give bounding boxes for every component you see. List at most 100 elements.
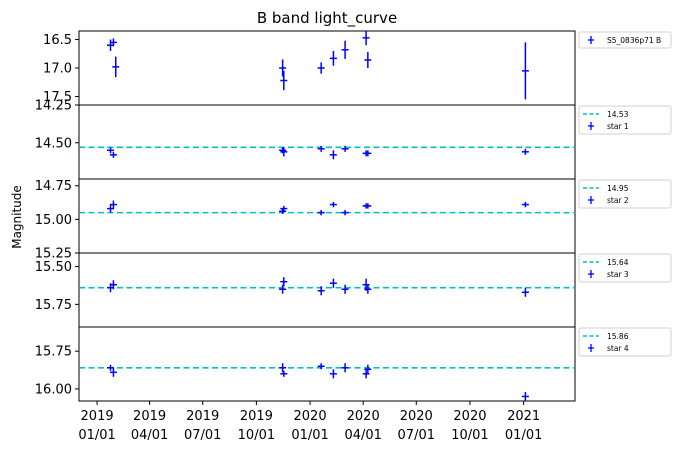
x-tick-label-date: 10/01 <box>451 428 488 443</box>
x-tick-label-date: 10/01 <box>238 428 275 443</box>
panels-group: 16.5 17.0 17.5 S5_0836p71 B 14.25 14.50 14.53 s… <box>35 30 672 402</box>
data-point <box>364 364 372 374</box>
legend-series-label: star 3 <box>607 270 629 279</box>
legend-reference-label: 15.86 <box>607 332 629 341</box>
data-point <box>329 50 337 66</box>
legend-box <box>578 105 672 135</box>
legend-reference-label: 14.53 <box>607 110 629 119</box>
y-tick-label: 17.5 <box>43 90 72 105</box>
data-point <box>521 391 529 401</box>
legend-box <box>578 31 672 49</box>
x-tick-label-date: 07/01 <box>184 428 221 443</box>
data-point <box>341 363 349 373</box>
panel-1: 16.5 17.0 17.5 S5_0836p71 B <box>43 30 672 106</box>
data-point <box>279 363 287 373</box>
panel-2: 14.25 14.50 14.53 star 1 <box>35 99 672 180</box>
data-point <box>280 277 288 287</box>
data-point <box>521 287 529 297</box>
x-tick-label-year: 2020 <box>294 409 327 424</box>
panel-5: 15.75 16.00 15.86 star 4 <box>35 326 672 402</box>
data-point <box>317 286 325 296</box>
panel-frame <box>78 178 576 254</box>
data-point <box>109 151 117 158</box>
data-point <box>341 40 349 59</box>
data-point <box>317 209 325 216</box>
x-tick-label-year: 2019 <box>240 409 273 424</box>
y-tick-label: 15.75 <box>35 345 72 360</box>
data-point <box>364 150 372 157</box>
x-tick-label-date: 07/01 <box>398 428 435 443</box>
data-point <box>109 38 117 47</box>
panel-3: 14.75 15.00 15.25 14.95 star 2 <box>35 178 672 262</box>
legend-panel-4: 15.64 star 3 <box>578 253 672 283</box>
legend-reference-label: 15.64 <box>607 258 629 267</box>
legend-series-label: star 1 <box>607 122 629 131</box>
data-point <box>112 56 120 78</box>
y-tick-label: 16.00 <box>35 382 72 397</box>
data-point <box>521 201 529 208</box>
data-point <box>341 209 349 216</box>
data-point <box>329 369 337 379</box>
data-point <box>329 150 337 160</box>
y-tick-label: 15.00 <box>35 213 72 228</box>
legend-series-label: star 2 <box>607 196 629 205</box>
x-tick-label-year: 2021 <box>507 409 540 424</box>
legend-box <box>578 179 672 209</box>
x-tick-label-date: 04/01 <box>344 428 381 443</box>
legend-reference-label: 14.95 <box>607 184 629 193</box>
data-point <box>107 147 115 154</box>
data-point <box>109 280 117 290</box>
data-point <box>109 367 117 377</box>
data-point <box>364 52 372 68</box>
y-tick-label: 15.75 <box>35 298 72 313</box>
x-tick-label-year: 2019 <box>186 409 219 424</box>
y-tick-label: 16.5 <box>43 33 72 48</box>
data-point <box>280 70 288 91</box>
data-point <box>280 205 288 212</box>
data-point <box>341 145 349 152</box>
data-point <box>329 201 337 208</box>
y-tick-label: 14.75 <box>35 179 72 194</box>
panel-4: 15.50 15.75 15.64 star 3 <box>35 252 672 328</box>
panel-frame <box>78 30 576 106</box>
x-tick-label-year: 2020 <box>400 409 433 424</box>
x-tick-label-year: 2019 <box>81 409 114 424</box>
chart-title: B band light_curve <box>257 9 397 28</box>
y-axis-label: Magnitude <box>10 185 24 249</box>
legend-series-label: star 4 <box>607 344 629 353</box>
data-point <box>279 284 287 294</box>
data-point <box>317 145 325 152</box>
x-axis: 2019 01/01 2019 04/01 2019 07/01 2019 10/01 2020… <box>78 401 542 443</box>
legend-panel-3: 14.95 star 2 <box>578 179 672 209</box>
legend-panel-1: S5_0836p71 B <box>578 31 672 49</box>
panel-frame <box>78 252 576 328</box>
y-tick-label: 15.50 <box>35 260 72 275</box>
legend-box <box>578 327 672 357</box>
legend-panel-5: 15.86 star 4 <box>578 327 672 357</box>
legend-series-label: S5_0836p71 B <box>607 36 661 45</box>
data-point <box>279 59 287 77</box>
x-tick-label-date: 04/01 <box>131 428 168 443</box>
data-point <box>280 147 288 157</box>
data-point <box>364 203 372 209</box>
y-tick-label: 15.25 <box>35 247 72 262</box>
data-point <box>362 30 370 46</box>
data-point <box>317 62 325 74</box>
y-tick-label: 17.0 <box>43 62 72 77</box>
y-tick-label: 14.50 <box>35 136 72 151</box>
x-tick-label-date: 01/01 <box>291 428 328 443</box>
x-tick-label-date: 01/01 <box>505 428 542 443</box>
data-point <box>279 208 287 214</box>
data-point <box>317 363 325 370</box>
legend-box <box>578 253 672 283</box>
data-point <box>329 278 337 288</box>
x-tick-label-year: 2020 <box>453 409 486 424</box>
data-point <box>521 42 529 100</box>
data-point <box>341 284 349 294</box>
x-tick-label-year: 2020 <box>347 409 380 424</box>
data-point <box>280 370 288 377</box>
data-point <box>521 148 529 155</box>
y-tick-label: 14.25 <box>35 99 72 114</box>
panel-frame <box>78 104 576 180</box>
